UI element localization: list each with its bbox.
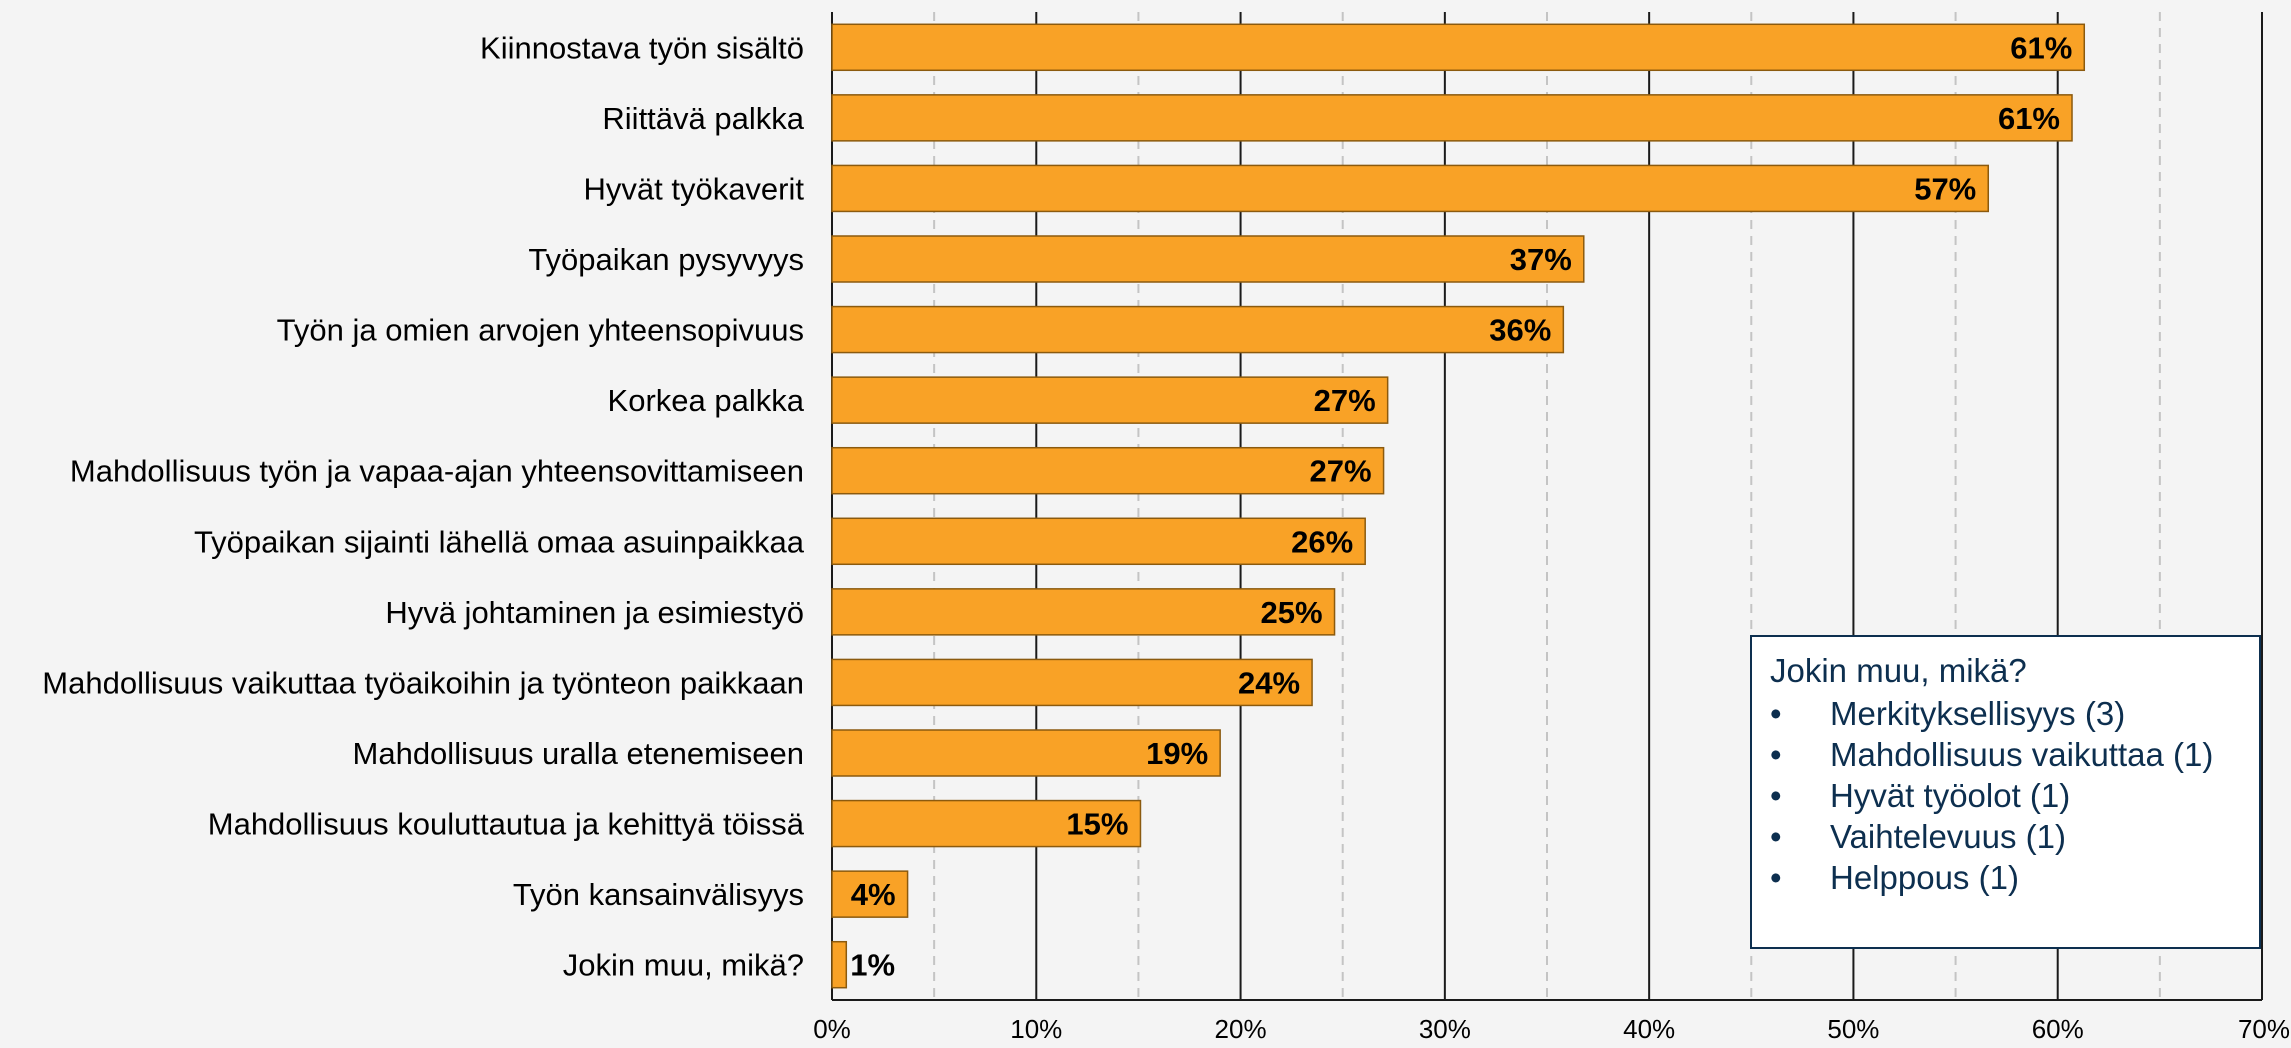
category-label: Jokin muu, mikä? — [563, 948, 804, 983]
bullet: • — [1770, 695, 1782, 732]
category-label: Mahdollisuus työn ja vapaa-ajan yhteenso… — [70, 454, 804, 489]
other-answer-item: • Merkityksellisyys (3) — [1770, 693, 2241, 734]
category-label: Korkea palkka — [608, 383, 805, 418]
x-tick-label: 0% — [813, 1014, 851, 1043]
bar — [831, 305, 1565, 354]
category-label: Kiinnostava työn sisältö — [480, 30, 804, 65]
bar — [831, 23, 2086, 72]
other-answer-text: Helppous (1) — [1830, 859, 2019, 896]
other-answers-box: Jokin muu, mikä? • Merkityksellisyys (3) … — [1750, 635, 2261, 949]
data-label: 57% — [1914, 171, 1976, 206]
other-answer-item: • Vaihtelevuus (1) — [1770, 816, 2241, 857]
bar — [831, 729, 1221, 777]
data-label: 61% — [2010, 30, 2072, 65]
data-label: 37% — [1510, 242, 1572, 277]
x-tick-label: 20% — [1215, 1014, 1267, 1043]
bullet: • — [1770, 818, 1782, 855]
category-label: Hyvä johtaminen ja esimiestyö — [385, 595, 804, 630]
other-answer-text: Hyvät työolot (1) — [1830, 777, 2071, 814]
x-tick-label: 60% — [2032, 1014, 2084, 1043]
category-label: Mahdollisuus uralla etenemiseen — [353, 736, 804, 771]
data-label: 4% — [851, 877, 896, 912]
data-label: 61% — [1998, 101, 2060, 136]
category-label: Mahdollisuus kouluttautua ja kehittyä tö… — [208, 807, 805, 842]
category-label: Mahdollisuus vaikuttaa työaikoihin ja ty… — [42, 665, 804, 700]
other-answer-item: • Mahdollisuus vaikuttaa (1) — [1770, 734, 2241, 775]
bar — [831, 94, 2073, 142]
other-answer-item: • Hyvät työolot (1) — [1770, 775, 2241, 816]
data-label: 1% — [850, 948, 895, 983]
category-label: Työn ja omien arvojen yhteensopivuus — [277, 313, 804, 348]
bar — [831, 164, 1990, 213]
bullet: • — [1770, 859, 1782, 896]
bar — [831, 376, 1389, 424]
data-label: 27% — [1314, 383, 1376, 418]
bar — [831, 799, 1142, 848]
bar — [831, 446, 1385, 495]
bullet: • — [1770, 777, 1782, 814]
data-label: 24% — [1238, 665, 1300, 700]
data-label: 27% — [1310, 454, 1372, 489]
bar — [831, 517, 1366, 566]
bar — [831, 588, 1336, 636]
x-tick-label: 70% — [2238, 1014, 2290, 1043]
data-label: 15% — [1066, 807, 1128, 842]
data-label: 36% — [1489, 313, 1551, 348]
x-tick-label: 50% — [1827, 1014, 1879, 1043]
bar — [831, 940, 848, 989]
bar — [831, 870, 909, 918]
other-answer-text: Merkityksellisyys (3) — [1830, 695, 2126, 732]
other-answer-item: • Helppous (1) — [1770, 857, 2241, 898]
x-tick-label: 40% — [1623, 1014, 1675, 1043]
category-label: Työn kansainvälisyys — [513, 877, 804, 912]
bar — [831, 658, 1313, 707]
x-tick-label: 10% — [1010, 1014, 1062, 1043]
category-label: Työpaikan pysyvyys — [528, 242, 804, 277]
bullet: • — [1770, 736, 1782, 773]
data-label: 19% — [1146, 736, 1208, 771]
category-label: Työpaikan sijainti lähellä omaa asuinpai… — [194, 524, 805, 559]
x-tick-label: 30% — [1419, 1014, 1471, 1043]
other-answers-title: Jokin muu, mikä? — [1770, 652, 2027, 689]
other-answers-list: • Merkityksellisyys (3) • Mahdollisuus vai… — [1770, 693, 2241, 898]
category-label: Riittävä palkka — [602, 101, 804, 136]
data-label: 26% — [1291, 524, 1353, 559]
data-label: 25% — [1260, 595, 1322, 630]
category-label: Hyvät työkaverit — [583, 171, 804, 206]
other-answer-text: Mahdollisuus vaikuttaa (1) — [1830, 736, 2214, 773]
bar — [831, 235, 1585, 283]
other-answer-text: Vaihtelevuus (1) — [1830, 818, 2067, 855]
